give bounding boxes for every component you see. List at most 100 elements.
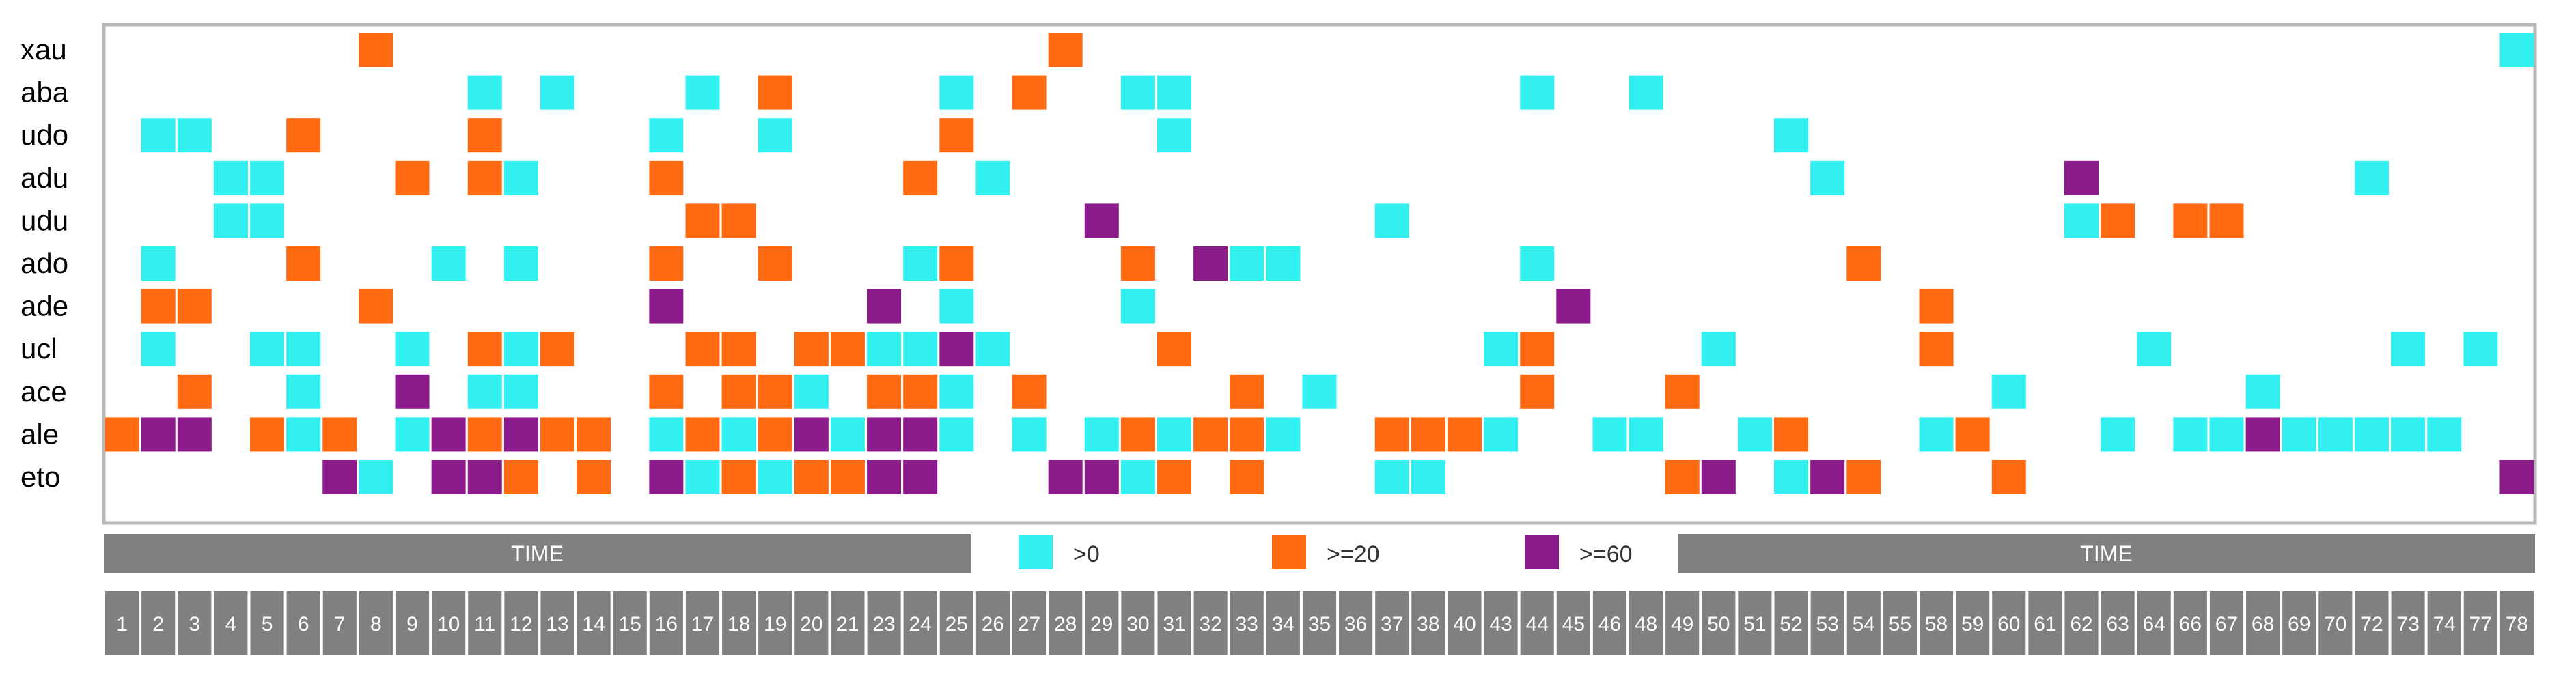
heatmap-cell: [939, 246, 974, 281]
row-label: aba: [20, 76, 69, 109]
heatmap-cell: [1629, 417, 1663, 452]
column-label-box: [1592, 591, 1627, 655]
heatmap-cell: [1120, 75, 1155, 110]
heatmap-cell: [2427, 417, 2462, 452]
heatmap-cell: [1520, 246, 1555, 281]
heatmap-cell: [1374, 203, 1409, 238]
heatmap-cell: [431, 417, 466, 452]
column-label-box: [178, 591, 212, 655]
heatmap-cell: [794, 332, 829, 367]
column-label-box: [395, 591, 430, 655]
heatmap-cell: [758, 417, 792, 452]
heatmap-cell: [1084, 203, 1119, 238]
heatmap-cell: [322, 460, 357, 494]
heatmap-cell: [2064, 203, 2099, 238]
heatmap-cell: [2354, 160, 2389, 195]
column-label-box: [939, 591, 973, 655]
heatmap-cell: [685, 75, 720, 110]
heatmap-cell: [1374, 417, 1409, 452]
column-label: 40: [1453, 613, 1476, 636]
heatmap-cell: [1592, 417, 1627, 452]
column-label-box: [1339, 591, 1373, 655]
column-label: 49: [1671, 613, 1693, 636]
heatmap-cell: [649, 460, 684, 494]
column-label-box: [540, 591, 574, 655]
column-label-box: [1846, 591, 1881, 655]
heatmap-cell: [867, 289, 902, 324]
row-labels: xau aba udo adu udu ado ade ucl ace ale eto: [20, 33, 69, 493]
column-label: 12: [510, 613, 532, 636]
heatmap-cell: [939, 374, 974, 409]
heatmap-cell: [1919, 289, 1954, 324]
heatmap-cell: [939, 289, 974, 324]
heatmap-cell: [1774, 417, 1809, 452]
column-label-box: [758, 591, 792, 655]
column-label-box: [794, 591, 829, 655]
heatmap-cell: [1120, 289, 1155, 324]
column-label: 7: [334, 613, 346, 636]
heatmap-cell: [1991, 374, 2026, 409]
column-label: 64: [2143, 613, 2165, 636]
heatmap-cell: [903, 246, 938, 281]
column-label: 27: [1018, 613, 1040, 636]
column-label-box: [1629, 591, 1663, 655]
column-label: 60: [1997, 613, 2020, 636]
heatmap-cell: [431, 246, 466, 281]
heatmap-cell: [1520, 75, 1555, 110]
heatmap-cell: [903, 460, 938, 494]
column-label: 38: [1417, 613, 1439, 636]
heatmap-cell: [2499, 33, 2534, 67]
column-label-box: [1012, 591, 1047, 655]
heatmap-cell: [1774, 118, 1809, 153]
heatmap-cell: [286, 118, 321, 153]
heatmap-cell: [1701, 460, 1736, 494]
row-label: ace: [20, 375, 67, 408]
column-label-box: [2282, 591, 2316, 655]
heatmap-cell: [649, 118, 684, 153]
heatmap-cell: [649, 246, 684, 281]
heatmap-cell: [867, 374, 902, 409]
heatmap-cell: [286, 246, 321, 281]
column-label: 13: [546, 613, 568, 636]
column-label: 5: [262, 613, 273, 636]
heatmap-cell: [685, 417, 720, 452]
heatmap-cell: [2245, 417, 2280, 452]
column-label: 53: [1816, 613, 1838, 636]
column-label-box: [1520, 591, 1554, 655]
heatmap-cell: [1048, 460, 1083, 494]
heatmap-cell: [359, 33, 393, 67]
time-banner-label: TIME: [2080, 541, 2132, 566]
row-label: ucl: [20, 332, 57, 365]
column-label: 74: [2433, 613, 2456, 636]
heatmap-cell: [540, 75, 574, 110]
heatmap-cell: [1302, 374, 1337, 409]
column-label: 2: [152, 613, 164, 636]
heatmap-cell: [1266, 246, 1301, 281]
column-label-box: [1266, 591, 1300, 655]
heatmap-cell: [1157, 417, 1192, 452]
heatmap-cell: [867, 460, 902, 494]
heatmap-cell: [250, 160, 285, 195]
heatmap-cell: [794, 374, 829, 409]
column-label-box: [2318, 591, 2353, 655]
column-label: 67: [2215, 613, 2238, 636]
heatmap-cell: [467, 417, 502, 452]
heatmap-cell: [503, 460, 538, 494]
column-label: 26: [982, 613, 1004, 636]
heatmap-cell: [395, 332, 430, 367]
heatmap-cell: [467, 374, 502, 409]
column-label: 9: [406, 613, 418, 636]
column-label-box: [1375, 591, 1409, 655]
column-label: 36: [1344, 613, 1367, 636]
column-label: 21: [836, 613, 859, 636]
column-label: 33: [1236, 613, 1258, 636]
heatmap-cell: [467, 332, 502, 367]
heatmap-cell: [1230, 460, 1264, 494]
heatmap-cell: [213, 203, 248, 238]
heatmap-cell: [758, 118, 792, 153]
heatmap-cell: [177, 289, 212, 324]
heatmap-cell: [2209, 417, 2244, 452]
heatmap-cell: [395, 417, 430, 452]
heatmap-cell: [2499, 460, 2534, 494]
column-label-box: [322, 591, 357, 655]
